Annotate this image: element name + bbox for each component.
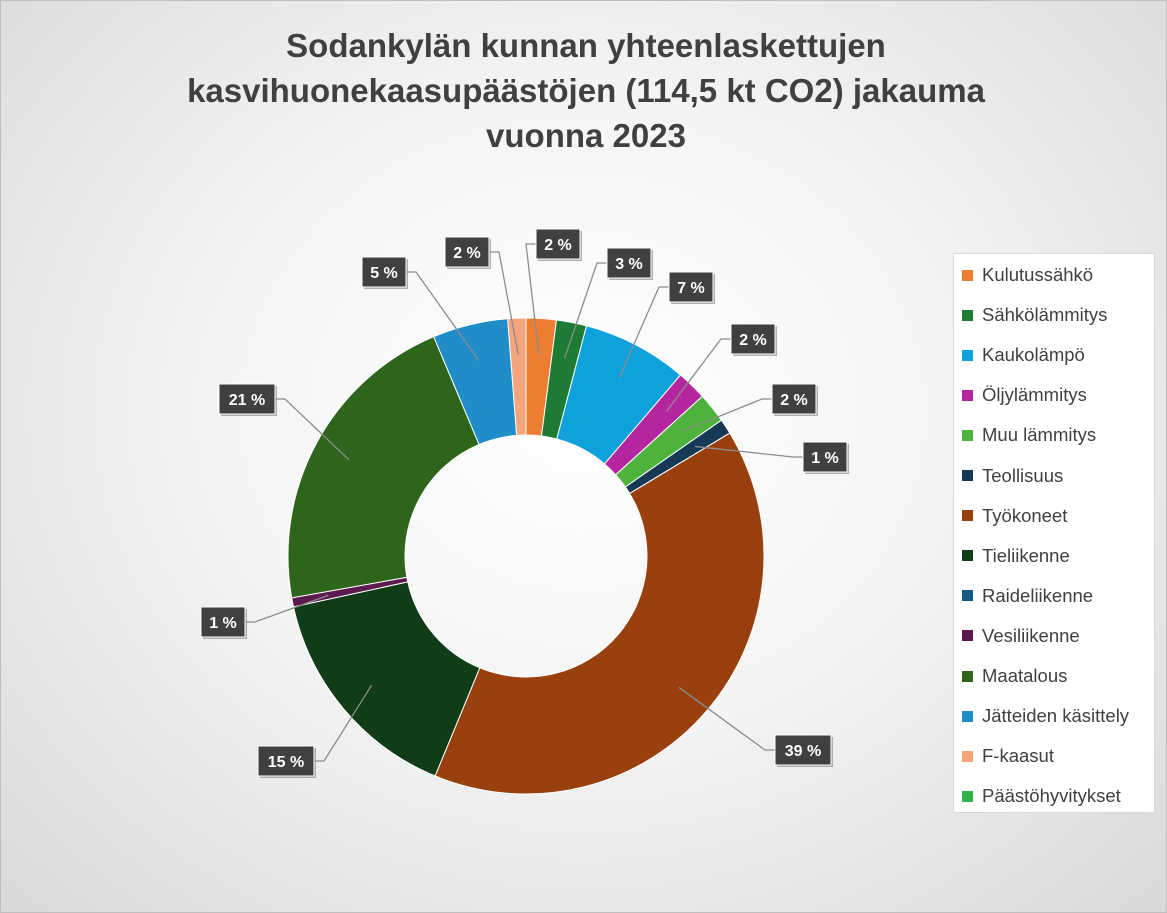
- leader-line-tyokoneet: [678, 686, 775, 751]
- legend: Kulutussähkö Sähkölämmitys Kaukolämpö Öljyl…: [953, 253, 1155, 813]
- legend-swatch: [962, 510, 973, 522]
- legend-label: Raideliikenne: [982, 584, 1094, 606]
- legend-swatch: [962, 349, 973, 361]
- data-label-text: 21 %: [229, 392, 265, 409]
- data-label-muu-lammitys: 2 %: [771, 383, 818, 416]
- legend-label: Päästöhyvitykset: [982, 785, 1121, 807]
- legend-item-maatalous: Maatalous: [962, 665, 1068, 686]
- legend-label: Vesiliikenne: [982, 624, 1080, 646]
- data-label-kulutussahko: 2 %: [535, 228, 582, 261]
- data-label-tieliikenne: 15 %: [257, 745, 316, 778]
- data-label-oljylammitys: 2 %: [730, 323, 777, 356]
- legend-label: F-kaasut: [982, 745, 1054, 767]
- leader-line-kaukolampo: [618, 286, 669, 378]
- legend-item-kaukolampo: Kaukolämpö: [962, 344, 1085, 366]
- legend-item-teollisuus: Teollisuus: [962, 464, 1064, 486]
- slice-maatalous: [287, 335, 480, 599]
- legend-label: Jätteiden käsittely: [982, 705, 1130, 727]
- legend-swatch: [962, 670, 973, 682]
- legend-item-jatteiden-kasittely: Jätteiden käsittely: [962, 705, 1130, 727]
- legend-item-paastohyvitykset: Päästöhyvitykset: [962, 785, 1121, 807]
- data-label-text: 7 %: [677, 280, 705, 297]
- legend-swatch: [962, 790, 973, 802]
- legend-swatch: [962, 470, 973, 481]
- data-label-teollisuus: 1 %: [802, 441, 849, 474]
- legend-swatch: [962, 389, 973, 401]
- legend-swatch: [962, 429, 973, 441]
- slice-tieliikenne: [292, 581, 481, 777]
- legend-label: Maatalous: [982, 665, 1068, 686]
- slice-tyokoneet: [434, 432, 765, 795]
- data-label-text: 1 %: [811, 450, 839, 467]
- slice-f-kaasut: [507, 317, 527, 436]
- leader-line-kulutussahko: [525, 243, 540, 355]
- data-label-text: 2 %: [453, 245, 481, 262]
- legend-item-sahkolammitys: Sähkölämmitys: [962, 304, 1108, 326]
- legend-item-f-kaasut: F-kaasut: [962, 745, 1054, 767]
- chart-title: Sodankylän kunnan yhteenlaskettujen kasv…: [187, 27, 985, 154]
- data-label-f-kaasut: 2 %: [444, 236, 491, 269]
- leader-line-f-kaasut: [489, 251, 519, 355]
- legend-item-tieliikenne: Tieliikenne: [962, 544, 1070, 566]
- data-label-jatteiden-kasittely: 5 %: [361, 256, 408, 289]
- leader-line-teollisuus: [695, 445, 803, 458]
- leader-line-oljylammitys: [665, 338, 731, 412]
- legend-label: Kaukolämpö: [982, 344, 1085, 366]
- data-label-sahkolammitys: 3 %: [606, 247, 653, 280]
- data-label-maatalous: 21 %: [218, 383, 277, 416]
- data-label-text: 2 %: [780, 392, 808, 409]
- leader-line-tieliikenne: [314, 685, 373, 762]
- data-label-kaukolampo: 7 %: [668, 271, 715, 304]
- leader-line-muu-lammitys: [683, 398, 772, 432]
- legend-swatch: [962, 590, 973, 602]
- legend-item-oljylammitys: Öljylämmitys: [962, 384, 1087, 406]
- data-label-vesiliikenne: 1 %: [200, 606, 247, 639]
- legend-item-vesiliikenne: Vesiliikenne: [962, 624, 1080, 646]
- legend-item-tyokoneet: Työkoneet: [962, 504, 1068, 526]
- leader-line-maatalous: [275, 398, 350, 461]
- legend-label: Teollisuus: [982, 464, 1064, 486]
- data-label-text: 39 %: [785, 743, 821, 760]
- legend-swatch: [962, 309, 973, 321]
- legend-swatch: [962, 630, 973, 642]
- legend-swatch: [962, 710, 973, 722]
- leader-line-vesiliikenne: [245, 594, 329, 623]
- data-label-text: 2 %: [544, 237, 572, 254]
- data-label-text: 5 %: [370, 265, 398, 282]
- legend-label: Tieliikenne: [982, 544, 1070, 566]
- legend-label: Muu lämmitys: [982, 424, 1097, 446]
- legend-item-raideliikenne: Raideliikenne: [962, 584, 1094, 606]
- legend-item-muu-lammitys: Muu lämmitys: [962, 424, 1097, 446]
- legend-label: Sähkölämmitys: [982, 304, 1108, 326]
- data-label-text: 1 %: [209, 615, 237, 632]
- legend-swatch: [962, 750, 973, 762]
- legend-label: Työkoneet: [982, 504, 1068, 526]
- legend-swatch: [962, 550, 973, 562]
- legend-item-kulutussahko: Kulutussähkö: [962, 264, 1094, 285]
- data-label-text: 15 %: [268, 754, 304, 771]
- leader-line-jatteiden-kasittely: [406, 271, 480, 361]
- leader-line-sahkolammitys: [563, 262, 607, 359]
- legend-label: Kulutussähkö: [982, 264, 1094, 285]
- data-label-tyokoneet: 39 %: [774, 734, 833, 767]
- data-label-text: 2 %: [739, 332, 767, 349]
- data-label-text: 3 %: [615, 256, 643, 273]
- legend-swatch: [962, 269, 973, 281]
- legend-label: Öljylämmitys: [982, 384, 1087, 406]
